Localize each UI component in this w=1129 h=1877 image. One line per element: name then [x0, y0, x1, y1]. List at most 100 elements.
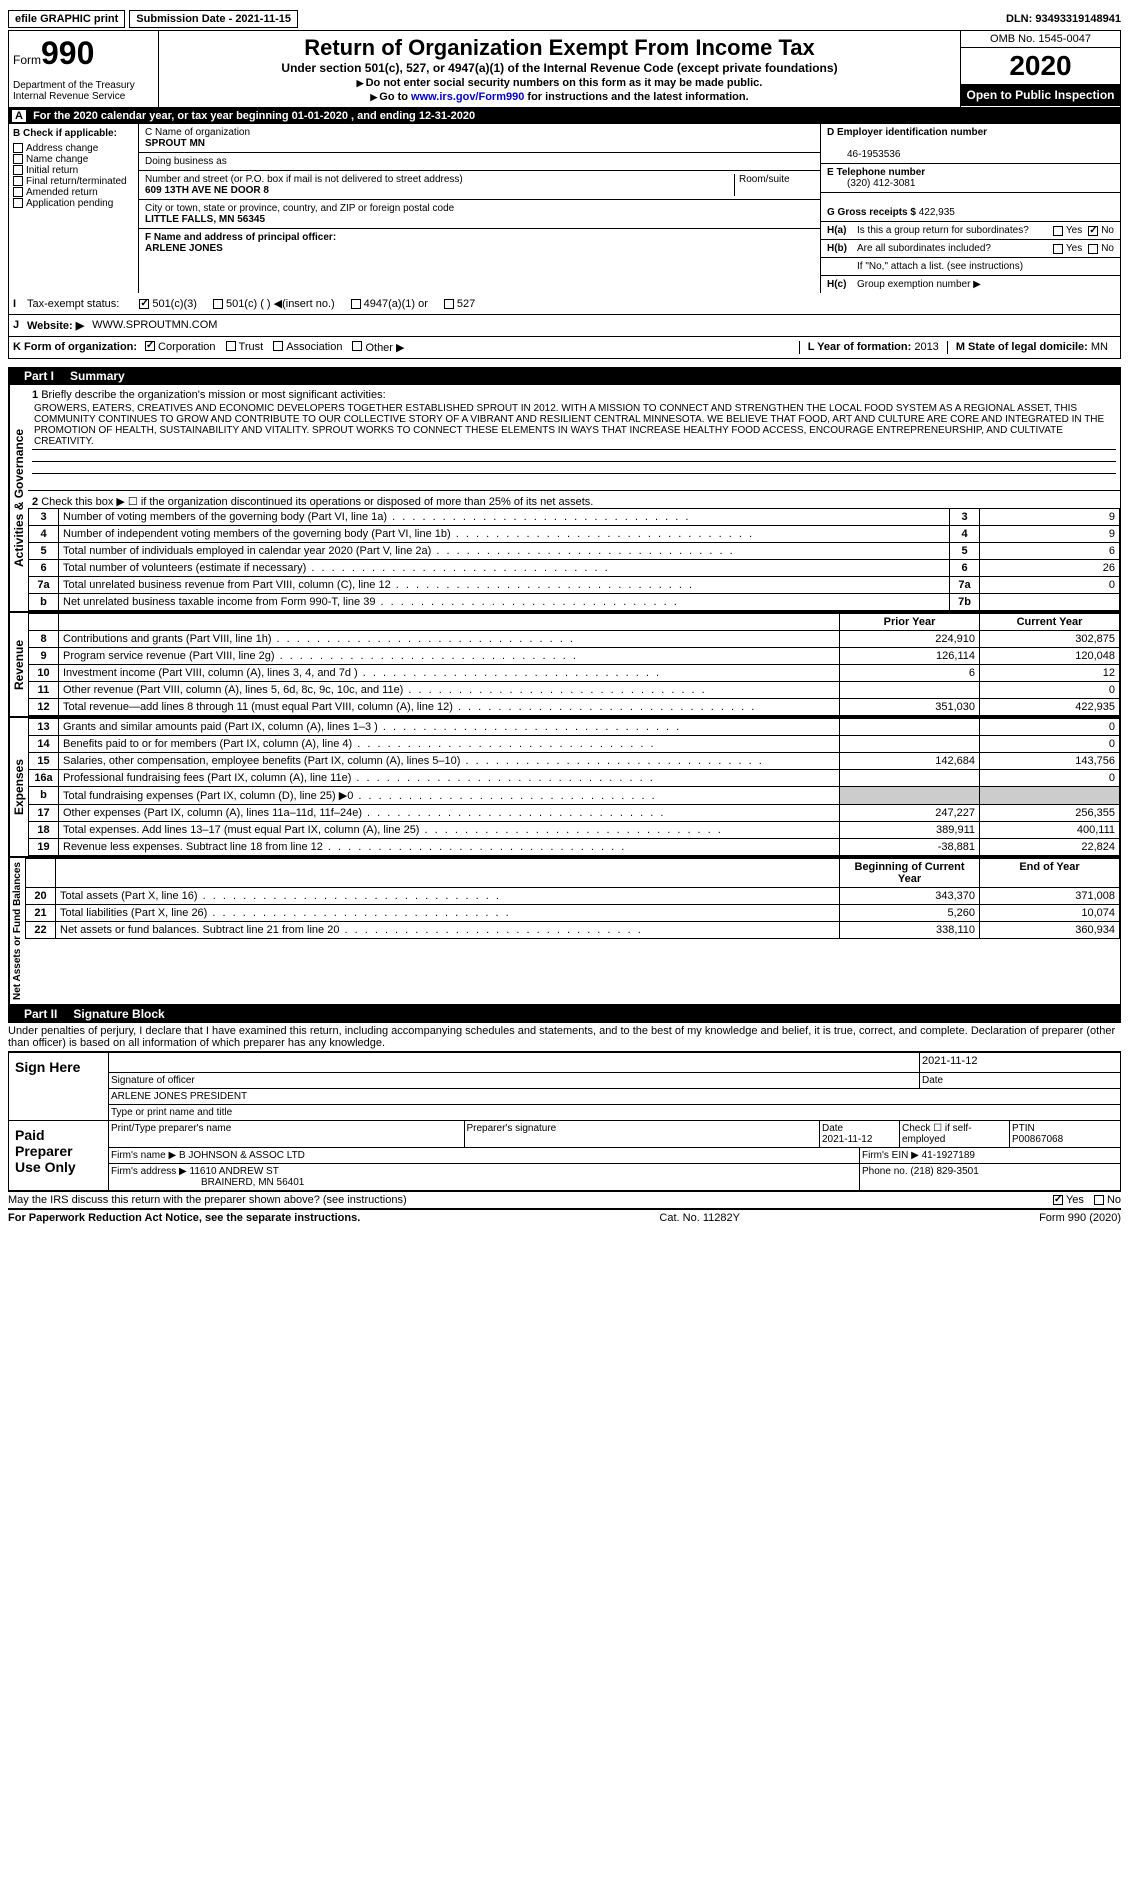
table-row: 8Contributions and grants (Part VIII, li…	[29, 631, 1120, 648]
street-address: 609 13TH AVE NE DOOR 8	[145, 185, 269, 196]
q2-num: 2	[32, 496, 38, 508]
cb-final[interactable]: Final return/terminated	[13, 176, 134, 187]
vert-revenue: Revenue	[9, 613, 28, 716]
addr-label: Number and street (or P.O. box if mail i…	[145, 174, 463, 185]
instr-goto-post: for instructions and the latest informat…	[524, 91, 748, 103]
hb-yes-cb[interactable]	[1053, 244, 1063, 254]
hc-text: Group exemption number ▶	[857, 279, 981, 290]
sig-date: 2021-11-12	[920, 1053, 1120, 1073]
mission-text: GROWERS, EATERS, CREATIVES AND ECONOMIC …	[32, 401, 1116, 450]
hb-no-cb[interactable]	[1088, 244, 1098, 254]
cb-assoc[interactable]	[273, 341, 283, 351]
table-row: 16aProfessional fundraising fees (Part I…	[29, 770, 1120, 787]
firm-name-label: Firm's name ▶	[111, 1150, 179, 1161]
table-row: 4Number of independent voting members of…	[29, 526, 1120, 543]
discuss-no-cb[interactable]	[1094, 1195, 1104, 1205]
q1-num: 1	[32, 389, 38, 401]
officer-name: ARLENE JONES	[145, 243, 223, 254]
m-label: M State of legal domicile:	[956, 341, 1091, 353]
d-label: D Employer identification number	[827, 127, 987, 138]
self-emp: Check ☐ if self-employed	[900, 1121, 1010, 1147]
prep-name-label: Print/Type preparer's name	[109, 1121, 465, 1147]
ha-label: H(a)	[827, 225, 857, 236]
table-row: 14Benefits paid to or for members (Part …	[29, 736, 1120, 753]
irs-label: Internal Revenue Service	[13, 91, 154, 102]
cb-other[interactable]	[352, 341, 362, 351]
cb-trust[interactable]	[226, 341, 236, 351]
dba-label: Doing business as	[145, 156, 227, 167]
officer-title: ARLENE JONES PRESIDENT	[109, 1089, 1120, 1104]
e-label: E Telephone number	[827, 167, 925, 178]
netassets-table: Beginning of Current YearEnd of Year20To…	[25, 858, 1120, 939]
instr-ssn: Do not enter social security numbers on …	[366, 77, 763, 89]
cb-addr-change[interactable]: Address change	[13, 143, 134, 154]
cb-501c3[interactable]	[139, 299, 149, 309]
room-label: Room/suite	[739, 174, 790, 185]
calendar-year-row: A For the 2020 calendar year, or tax yea…	[8, 108, 1121, 124]
c-label: C Name of organization	[145, 127, 250, 138]
vert-netassets: Net Assets or Fund Balances	[9, 858, 25, 1004]
tax-status-label: Tax-exempt status:	[27, 298, 119, 310]
part2-header: Part II Signature Block	[8, 1005, 1121, 1023]
sign-here-label: Sign Here	[9, 1053, 109, 1120]
website-label: Website: ▶	[27, 319, 84, 332]
table-row: 21Total liabilities (Part X, line 26)5,2…	[26, 905, 1120, 922]
table-row: 13Grants and similar amounts paid (Part …	[29, 719, 1120, 736]
type-name-label: Type or print name and title	[109, 1104, 1120, 1120]
tax-status-row: I Tax-exempt status: 501(c)(3) 501(c) ( …	[8, 293, 1121, 315]
prep-date: 2021-11-12	[822, 1134, 872, 1145]
discuss-yes-cb[interactable]	[1053, 1195, 1063, 1205]
prep-sig-label: Preparer's signature	[465, 1121, 821, 1147]
part1-title: Summary	[70, 369, 125, 383]
footer-left: For Paperwork Reduction Act Notice, see …	[8, 1212, 360, 1224]
k-row: K Form of organization: Corporation Trus…	[8, 337, 1121, 359]
calendar-text: For the 2020 calendar year, or tax year …	[33, 110, 475, 122]
cb-initial[interactable]: Initial return	[13, 165, 134, 176]
cb-501c[interactable]	[213, 299, 223, 309]
phone: (320) 412-3081	[827, 178, 915, 189]
cb-name-change[interactable]: Name change	[13, 154, 134, 165]
submission-date: Submission Date - 2021-11-15	[129, 10, 298, 28]
firm-ein-label: Firm's EIN ▶	[862, 1150, 922, 1161]
perjury-text: Under penalties of perjury, I declare th…	[8, 1023, 1121, 1052]
hc-label: H(c)	[827, 279, 857, 290]
table-row: 3Number of voting members of the governi…	[29, 509, 1120, 526]
l-label: L Year of formation:	[808, 341, 915, 353]
cb-amended[interactable]: Amended return	[13, 187, 134, 198]
k-label: K Form of organization:	[13, 341, 137, 354]
paid-prep-label: Paid Preparer Use Only	[9, 1121, 109, 1190]
cb-4947[interactable]	[351, 299, 361, 309]
table-row: 12Total revenue—add lines 8 through 11 (…	[29, 699, 1120, 716]
efile-print[interactable]: efile GRAPHIC print	[8, 10, 125, 28]
cb-527[interactable]	[444, 299, 454, 309]
ha-text: Is this a group return for subordinates?	[857, 225, 1053, 236]
table-row: 19Revenue less expenses. Subtract line 1…	[29, 839, 1120, 856]
vert-expenses: Expenses	[9, 718, 28, 856]
page-footer: For Paperwork Reduction Act Notice, see …	[8, 1210, 1121, 1226]
cb-corp[interactable]	[145, 341, 155, 351]
irs-link[interactable]: www.irs.gov/Form990	[411, 91, 524, 103]
expenses-table: 13Grants and similar amounts paid (Part …	[28, 718, 1120, 856]
top-bar: efile GRAPHIC print Submission Date - 20…	[8, 8, 1121, 31]
ha-no-cb[interactable]	[1088, 226, 1098, 236]
firm-addr1: 11610 ANDREW ST	[190, 1166, 279, 1177]
governance-table: 3Number of voting members of the governi…	[28, 508, 1120, 611]
g-label: G Gross receipts $	[827, 207, 919, 218]
ha-yes-cb[interactable]	[1053, 226, 1063, 236]
table-row: 6Total number of volunteers (estimate if…	[29, 560, 1120, 577]
form-word: Form	[13, 53, 41, 67]
form-header: Form990 Department of the Treasury Inter…	[8, 31, 1121, 108]
prep-date-label: Date	[822, 1123, 843, 1134]
omb-number: OMB No. 1545-0047	[961, 31, 1120, 48]
table-row: 7aTotal unrelated business revenue from …	[29, 577, 1120, 594]
firm-ein: 41-1927189	[922, 1150, 975, 1161]
date-label: Date	[920, 1073, 1120, 1088]
form-subtitle: Under section 501(c), 527, or 4947(a)(1)…	[163, 61, 956, 75]
phone-label: Phone no.	[862, 1166, 910, 1177]
cb-pending[interactable]: Application pending	[13, 198, 134, 209]
q1-text: Briefly describe the organization's miss…	[41, 389, 385, 401]
instr-goto-pre: Go to	[379, 91, 411, 103]
ptin-label: PTIN	[1012, 1123, 1035, 1134]
footer-mid: Cat. No. 11282Y	[659, 1212, 740, 1224]
signature-block: Sign Here Signature of officer 2021-11-1…	[8, 1052, 1121, 1192]
